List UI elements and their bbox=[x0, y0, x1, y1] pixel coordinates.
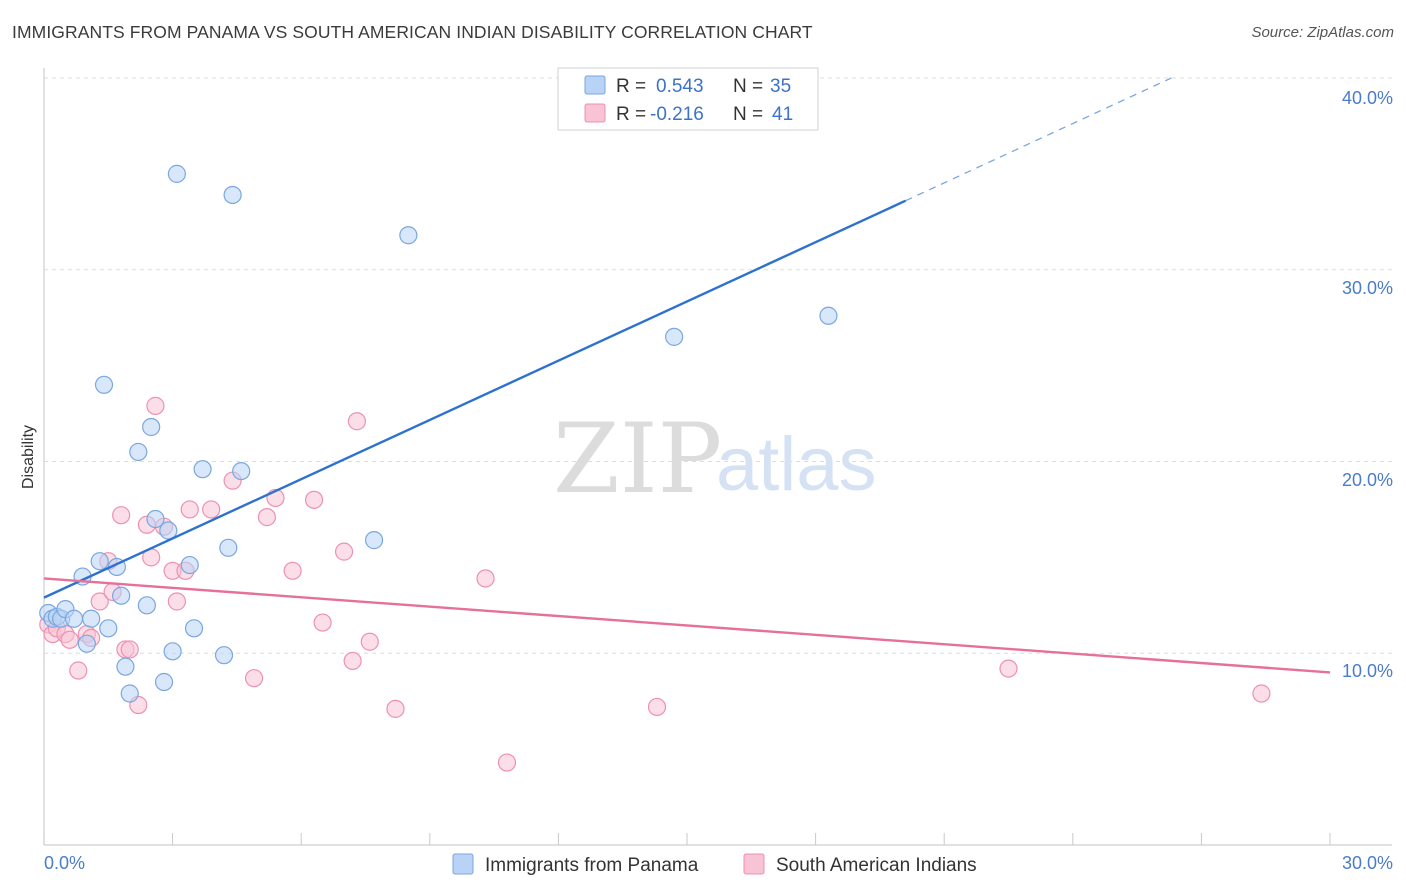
data-point bbox=[137, 596, 156, 615]
data-point bbox=[476, 569, 495, 588]
data-point bbox=[146, 509, 165, 529]
data-point bbox=[647, 697, 667, 717]
data-point bbox=[167, 164, 186, 183]
x-ticks bbox=[43, 833, 1331, 845]
data-point bbox=[180, 500, 199, 519]
data-point bbox=[120, 684, 139, 703]
trend-line-blue-extension bbox=[905, 77, 1172, 202]
data-point bbox=[232, 461, 251, 481]
legend-r-value-pink: -0.216 bbox=[650, 104, 704, 125]
data-point bbox=[360, 632, 379, 651]
data-point bbox=[99, 619, 118, 638]
data-point bbox=[665, 327, 684, 346]
trend-lines bbox=[43, 77, 1331, 674]
source-label: Source: ZipAtlas.com bbox=[1251, 24, 1394, 41]
trend-line-blue bbox=[43, 199, 907, 599]
watermark: ZIP atlas bbox=[553, 403, 877, 515]
y-tick-label-20: 20.0% bbox=[1342, 470, 1393, 490]
data-point bbox=[77, 634, 96, 653]
data-point bbox=[399, 226, 418, 245]
series-legend-swatch-pink bbox=[743, 853, 765, 875]
watermark-zip: ZIP bbox=[553, 403, 722, 515]
y-tick-label-10: 10.0% bbox=[1342, 661, 1393, 681]
legend-r-label-blue: R = bbox=[616, 76, 646, 97]
legend-r-value-blue: 0.543 bbox=[656, 76, 704, 97]
data-point bbox=[180, 555, 199, 575]
y-axis-title: Disability bbox=[20, 425, 37, 489]
axes bbox=[43, 68, 1392, 846]
series-legend: Immigrants from Panama South American In… bbox=[452, 853, 977, 876]
x-tick-label-min: 0.0% bbox=[44, 853, 85, 873]
legend-n-label-blue: N = bbox=[733, 76, 763, 97]
series-legend-swatch-blue bbox=[452, 853, 474, 875]
data-point bbox=[129, 442, 148, 462]
series-immigrants-from-panama bbox=[39, 164, 838, 703]
data-point bbox=[69, 661, 88, 680]
x-tick-label-max: 30.0% bbox=[1342, 853, 1393, 873]
series-legend-label-pink: South American Indians bbox=[776, 855, 977, 876]
data-point bbox=[112, 506, 131, 525]
data-point bbox=[120, 640, 139, 659]
data-point bbox=[202, 500, 221, 519]
data-point bbox=[334, 542, 354, 561]
y-tick-label-40: 40.0% bbox=[1342, 88, 1393, 108]
legend-swatch-blue bbox=[584, 75, 606, 95]
data-point bbox=[142, 417, 161, 437]
data-point bbox=[116, 657, 135, 676]
data-point bbox=[184, 619, 204, 638]
y-tick-labels: 10.0% 20.0% 30.0% 40.0% bbox=[1342, 88, 1393, 681]
series-legend-label-blue: Immigrants from Panama bbox=[485, 855, 699, 876]
data-point bbox=[283, 561, 302, 580]
data-point bbox=[347, 412, 367, 431]
data-point bbox=[167, 592, 186, 611]
watermark-atlas: atlas bbox=[716, 422, 877, 507]
data-point bbox=[82, 609, 101, 628]
data-point bbox=[313, 613, 332, 632]
data-point bbox=[146, 396, 165, 415]
data-point bbox=[94, 375, 114, 394]
grid bbox=[44, 77, 1392, 654]
trend-line-pink bbox=[43, 577, 1331, 674]
data-point bbox=[223, 185, 242, 205]
data-point bbox=[154, 672, 174, 692]
data-point bbox=[364, 531, 384, 550]
legend-r-label-pink: R = bbox=[616, 104, 646, 125]
data-point bbox=[999, 659, 1018, 678]
data-point bbox=[112, 586, 131, 605]
data-point bbox=[819, 306, 838, 325]
data-point bbox=[193, 460, 212, 479]
data-point bbox=[497, 753, 517, 772]
data-point bbox=[64, 609, 84, 628]
data-point bbox=[90, 552, 109, 571]
data-point bbox=[257, 508, 277, 527]
data-point bbox=[159, 521, 178, 540]
data-point bbox=[343, 651, 362, 671]
data-point bbox=[386, 699, 405, 718]
data-point bbox=[60, 630, 79, 649]
data-point bbox=[1252, 684, 1271, 703]
chart-title: IMMIGRANTS FROM PANAMA VS SOUTH AMERICAN… bbox=[12, 22, 813, 42]
legend-n-label-pink: N = bbox=[733, 104, 763, 125]
data-point bbox=[90, 592, 109, 611]
data-point bbox=[214, 646, 234, 665]
data-point bbox=[304, 490, 324, 509]
legend-n-value-pink: 41 bbox=[772, 104, 793, 125]
data-point bbox=[219, 538, 238, 557]
data-point bbox=[163, 642, 182, 661]
y-tick-label-30: 30.0% bbox=[1342, 278, 1393, 298]
legend-swatch-pink bbox=[584, 103, 606, 123]
correlation-legend: R = 0.543 N = 35 R = -0.216 N = 41 bbox=[557, 67, 819, 131]
legend-n-value-blue: 35 bbox=[770, 76, 791, 97]
data-point bbox=[244, 669, 264, 688]
